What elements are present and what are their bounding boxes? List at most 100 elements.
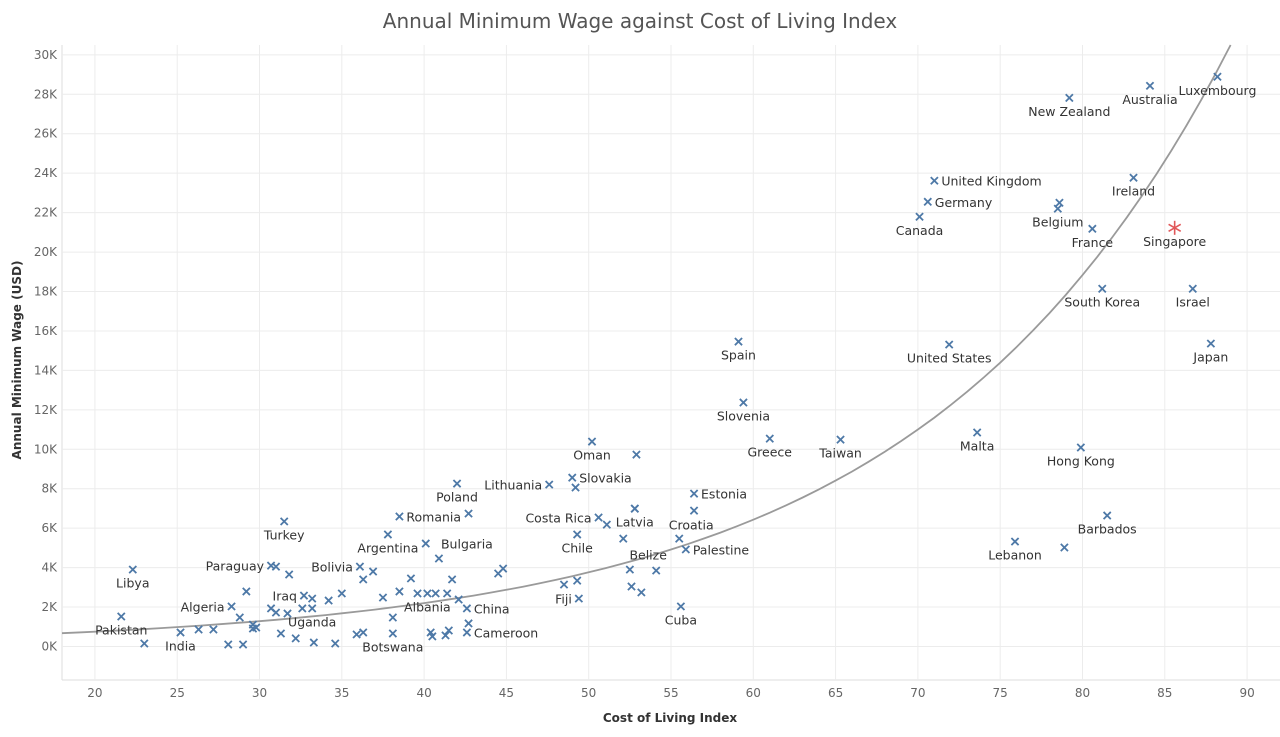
data-point [284,570,294,579]
point-label: Algeria [181,599,225,614]
x-marker [441,631,450,640]
data-point [464,619,473,628]
data-point [602,520,612,529]
x-marker [271,562,281,571]
data-point [447,575,457,584]
data-point [395,587,404,596]
data-point-south-korea: South Korea [1064,284,1140,310]
data-point-slovakia: Slovakia [568,471,632,486]
x-marker [444,626,454,635]
data-point [619,534,628,543]
point-label: South Korea [1064,295,1140,310]
x-marker [1102,511,1112,520]
y-tick-label: 14K [34,363,58,377]
x-marker [388,613,398,622]
data-point-canada: Canada [896,212,943,238]
data-point [309,638,319,647]
point-label: Germany [935,195,993,210]
x-marker [128,565,138,574]
x-marker [676,602,686,611]
x-marker [681,545,691,554]
x-marker [406,574,416,583]
data-point-barbados: Barbados [1078,511,1137,537]
x-marker [765,434,774,443]
data-point [1060,543,1069,552]
x-marker [442,589,452,598]
point-label: India [165,638,196,653]
x-marker [632,450,641,459]
y-tick-label: 28K [34,87,58,101]
data-point-chile: Chile [562,530,593,555]
x-marker [358,575,368,584]
x-tick-label: 60 [746,686,761,700]
data-point [441,631,450,640]
x-marker [238,640,248,649]
point-label: Bolivia [311,560,353,575]
data-point-hong-kong: Hong Kong [1047,443,1115,468]
x-marker [462,628,472,637]
data-point [283,609,292,618]
y-tick-label: 2K [41,600,58,614]
x-marker [279,517,289,526]
data-point [464,509,473,518]
data-point [368,567,378,576]
data-point [498,564,508,573]
x-marker [1053,204,1063,213]
data-point [444,626,454,635]
x-marker [559,580,569,589]
data-point-pakistan: Pakistan [95,612,147,638]
x-marker [464,619,473,628]
y-tick-label: 4K [41,561,58,575]
data-point [194,625,203,634]
x-marker [395,512,404,521]
x-marker [235,613,244,622]
data-point-belize: Belize [629,548,667,575]
data-point [431,589,440,598]
x-marker [568,473,577,482]
x-marker [434,554,444,563]
x-tick-label: 50 [581,686,596,700]
x-marker [242,587,251,596]
point-label: Turkey [263,527,305,542]
data-point-united-states: United States [907,340,992,366]
point-label: Malta [960,439,994,454]
x-marker [651,566,661,575]
y-tick-label: 20K [34,245,58,259]
data-point [632,450,641,459]
data-point-bolivia: Bolivia [311,560,365,575]
data-point-lebanon: Lebanon [988,537,1042,563]
x-marker [352,630,361,639]
data-point [571,483,580,492]
point-label: Belgium [1032,215,1083,230]
data-point-japan: Japan [1192,339,1228,365]
x-marker [413,589,422,598]
x-marker [572,576,582,585]
data-point-malta: Malta [960,428,994,454]
x-marker [1065,93,1074,103]
y-tick-label: 24K [34,166,58,180]
x-marker [298,604,307,613]
data-point-latvia: Latvia [616,504,654,530]
x-marker [944,340,954,349]
y-axis-label: Annual Minimum Wage (USD) [10,261,24,460]
data-point [358,628,368,637]
x-tick-label: 35 [334,686,349,700]
trend-line [61,44,1232,635]
x-marker [637,588,646,597]
data-point [224,640,233,649]
y-tick-label: 6K [41,521,58,535]
x-marker [421,539,430,548]
x-tick-label: 45 [499,686,514,700]
data-point-germany: Germany [923,195,993,210]
x-marker [1213,72,1222,81]
x-marker [1076,443,1086,452]
data-point [421,539,430,548]
y-tick-label: 30K [34,48,58,62]
x-marker [251,623,261,632]
x-marker [627,582,636,591]
point-label: United States [907,351,992,366]
data-points: Pakistan Libya India Algeria Paraguay Turkey I… [95,72,1256,654]
data-point [406,574,416,583]
x-marker [1188,284,1198,293]
data-point-botswana: Botswana [362,629,423,654]
